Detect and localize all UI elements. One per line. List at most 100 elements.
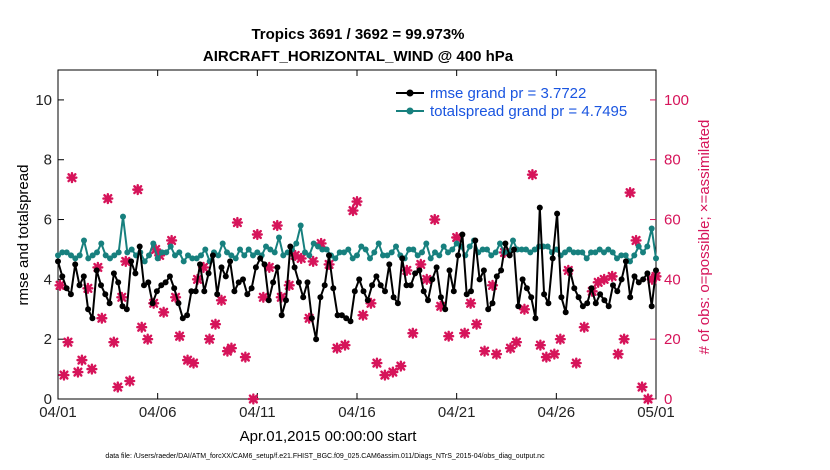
obs-point xyxy=(231,216,244,229)
series-point xyxy=(218,264,225,271)
series-point xyxy=(644,270,651,277)
series-point xyxy=(245,246,252,253)
series-point xyxy=(261,261,268,268)
series-point xyxy=(271,249,278,256)
chart-title: Tropics 3691 / 3692 = 99.973% xyxy=(251,26,464,43)
y2-tick-label: 80 xyxy=(664,152,681,169)
obs-point xyxy=(92,261,104,274)
obs-point xyxy=(124,375,136,387)
series-point xyxy=(476,276,483,283)
obs-point xyxy=(181,354,194,366)
series-point xyxy=(106,300,113,307)
series-point xyxy=(184,312,191,319)
series-point xyxy=(360,288,367,295)
series-point xyxy=(545,300,552,307)
obs-point xyxy=(415,258,427,271)
series-point xyxy=(315,243,321,250)
series-point xyxy=(485,306,492,313)
series-point xyxy=(445,249,451,256)
obs-point xyxy=(54,279,66,291)
series-point xyxy=(304,279,311,286)
obs-point xyxy=(592,276,604,288)
series-point xyxy=(466,243,473,250)
obs-point xyxy=(197,261,210,274)
obs-point xyxy=(96,312,108,324)
series-point xyxy=(120,213,126,220)
obs-point xyxy=(379,369,391,381)
series-point xyxy=(349,255,356,262)
obs-point xyxy=(251,228,263,241)
series-point xyxy=(102,291,109,298)
series-point xyxy=(518,246,525,253)
series-point xyxy=(334,312,341,319)
x-tick-label: 05/01 xyxy=(637,404,675,421)
series-point xyxy=(433,264,440,271)
obs-point xyxy=(624,187,636,199)
right-axis-ticks: 0 20 40 60 80 100 xyxy=(650,92,689,408)
series-point xyxy=(484,246,490,253)
series-point xyxy=(406,246,412,253)
series-point xyxy=(192,288,199,295)
series-point xyxy=(492,249,499,256)
series-point xyxy=(588,249,594,256)
obs-point xyxy=(257,291,269,303)
obs-point xyxy=(58,369,70,381)
series-point xyxy=(193,255,200,262)
obs-point xyxy=(112,381,124,393)
series-point xyxy=(232,255,239,262)
x-axis-ticks: 04/01 04/06 04/11 04/16 04/21 04/26 05/01 xyxy=(39,70,675,421)
series-point xyxy=(554,210,561,217)
obs-point xyxy=(173,330,186,342)
series-point xyxy=(308,315,315,322)
series-point xyxy=(146,252,152,259)
obs-point xyxy=(510,336,523,348)
obs-point xyxy=(435,300,447,312)
series-point xyxy=(150,240,157,247)
series-point xyxy=(410,246,417,253)
series-point xyxy=(437,294,444,301)
series-point xyxy=(380,252,386,259)
y2-tick-label: 100 xyxy=(664,92,689,109)
x-axis-label: Apr.01,2015 00:00:00 start xyxy=(240,428,418,445)
series-point xyxy=(450,288,457,295)
series-point xyxy=(55,258,61,265)
series-point xyxy=(442,306,449,313)
series-point xyxy=(345,246,352,253)
series-point xyxy=(384,252,391,259)
legend-spread-label: totalspread grand pr = 4.7495 xyxy=(430,103,627,120)
series-point xyxy=(403,282,410,289)
series-point xyxy=(489,300,496,307)
series-point xyxy=(592,300,599,307)
series-point xyxy=(618,252,625,259)
series-point xyxy=(605,246,612,253)
series-point xyxy=(136,243,143,250)
series-point xyxy=(252,264,259,271)
obs-point xyxy=(62,336,74,348)
series-point xyxy=(622,252,629,259)
series-point xyxy=(162,279,169,286)
obs-point xyxy=(225,342,238,354)
series-point xyxy=(175,300,182,307)
series-point xyxy=(176,249,183,256)
series-point xyxy=(180,258,187,265)
series-point xyxy=(306,252,313,259)
series-point xyxy=(377,282,384,289)
series-point xyxy=(536,204,543,211)
series-point xyxy=(68,252,74,259)
series-point xyxy=(596,246,603,253)
series-point xyxy=(386,261,393,268)
series-point xyxy=(197,261,203,268)
series-point xyxy=(644,243,651,250)
series-point xyxy=(511,246,517,253)
obs-point xyxy=(187,357,200,369)
obs-point xyxy=(108,336,120,348)
obs-point xyxy=(86,363,98,375)
series-point xyxy=(640,249,646,256)
obs-point xyxy=(642,393,654,405)
series-point xyxy=(224,249,230,256)
obs-point xyxy=(470,318,483,330)
series-point xyxy=(291,264,298,271)
obs-point xyxy=(365,297,377,309)
series-point xyxy=(317,294,324,301)
series-point xyxy=(338,312,345,319)
